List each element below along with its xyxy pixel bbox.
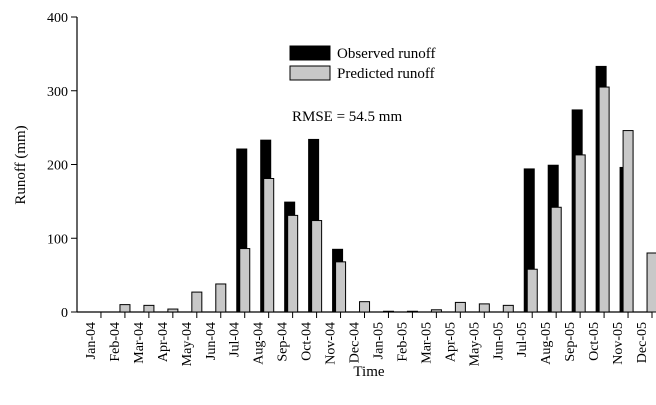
bar-predicted-runoff-nov-04	[335, 261, 347, 313]
x-tick-label-feb-04: Feb-04	[108, 322, 123, 362]
bar-predicted-runoff-jul-05	[526, 268, 538, 313]
x-tick-label-oct-04: Oct-04	[300, 322, 315, 361]
x-tick-label-nov-04: Nov-04	[324, 322, 339, 365]
bar-predicted-runoff-mar-04	[143, 304, 155, 313]
y-ticks-layer: 0 100 200 300 400	[47, 11, 77, 321]
bar-predicted-runoff-jul-04	[239, 248, 251, 313]
bar-predicted-runoff-jan-05	[383, 310, 394, 313]
x-axis-label: Time	[353, 364, 384, 380]
bar-predicted-runoff-aug-05	[550, 206, 562, 313]
x-tick-label-sep-04: Sep-04	[276, 322, 291, 362]
bar-predicted-runoff-dec-05	[646, 252, 656, 313]
bar-predicted-runoff-jun-04	[215, 283, 227, 313]
x-tick-label-dec-05: Dec-05	[635, 322, 650, 363]
x-tick-label-aug-05: Aug-05	[539, 322, 554, 365]
bar-predicted-runoff-sep-05	[574, 154, 586, 313]
y-tick-label-100: 100	[47, 232, 68, 247]
x-tick-label-mar-05: Mar-05	[419, 322, 434, 364]
bar-predicted-runoff-aug-04	[263, 178, 275, 313]
legend-label-observed-runoff: Observed runoff	[337, 46, 435, 62]
bars-layer	[119, 65, 656, 313]
x-tick-label-jul-04: Jul-04	[228, 322, 243, 357]
rmse-annotation: RMSE = 54.5 mm	[292, 109, 402, 125]
legend-swatch-predicted-runoff	[289, 65, 331, 81]
bar-predicted-runoff-oct-04	[311, 220, 323, 313]
y-tick-label-400: 400	[47, 11, 68, 26]
x-tick-label-oct-05: Oct-05	[587, 322, 602, 361]
legend-label-predicted-runoff: Predicted runoff	[337, 66, 435, 82]
bar-predicted-runoff-may-05	[478, 303, 490, 313]
bar-predicted-runoff-may-04	[191, 291, 203, 313]
bar-predicted-runoff-mar-05	[430, 309, 442, 313]
x-tick-label-jan-04: Jan-04	[84, 322, 99, 359]
x-tick-label-dec-04: Dec-04	[348, 322, 363, 363]
x-tick-label-jun-04: Jun-04	[204, 322, 219, 360]
y-tick-label-300: 300	[47, 85, 68, 100]
x-tick-label-jun-05: Jun-05	[491, 322, 506, 360]
x-tick-label-apr-05: Apr-05	[443, 322, 458, 362]
y-axis-label: Runoff (mm)	[13, 125, 29, 204]
x-tick-label-apr-04: Apr-04	[156, 322, 171, 362]
y-tick-label-200: 200	[47, 159, 68, 174]
x-tick-label-mar-04: Mar-04	[132, 322, 147, 364]
x-tick-label-aug-04: Aug-04	[252, 322, 267, 365]
x-tick-label-sep-05: Sep-05	[563, 322, 578, 362]
x-tick-label-may-05: May-05	[467, 322, 482, 366]
bar-predicted-runoff-feb-04	[119, 304, 131, 313]
legend-swatch-observed-runoff	[289, 45, 331, 61]
x-tick-label-may-04: May-04	[180, 322, 195, 366]
x-ticks-layer: Jan-04 Feb-04 Mar-04 Apr-04 May-04 Jun-04 Jul-…	[84, 312, 653, 366]
x-tick-label-feb-05: Feb-05	[395, 322, 410, 362]
bar-predicted-runoff-feb-05	[406, 310, 418, 313]
bar-predicted-runoff-oct-05	[598, 86, 610, 313]
x-tick-label-jul-05: Jul-05	[515, 322, 530, 357]
bar-predicted-runoff-apr-05	[454, 301, 466, 313]
bar-predicted-runoff-nov-05	[622, 130, 634, 313]
y-tick-label-0: 0	[61, 306, 68, 321]
bar-predicted-runoff-sep-04	[287, 214, 299, 313]
legend: Observed runoff Predicted runoff	[289, 45, 435, 82]
bar-predicted-runoff-jun-05	[502, 304, 514, 313]
x-tick-label-nov-05: Nov-05	[611, 322, 626, 365]
x-tick-label-jan-05: Jan-05	[371, 322, 386, 359]
bar-predicted-runoff-apr-04	[167, 308, 179, 313]
bar-predicted-runoff-dec-04	[359, 301, 371, 313]
